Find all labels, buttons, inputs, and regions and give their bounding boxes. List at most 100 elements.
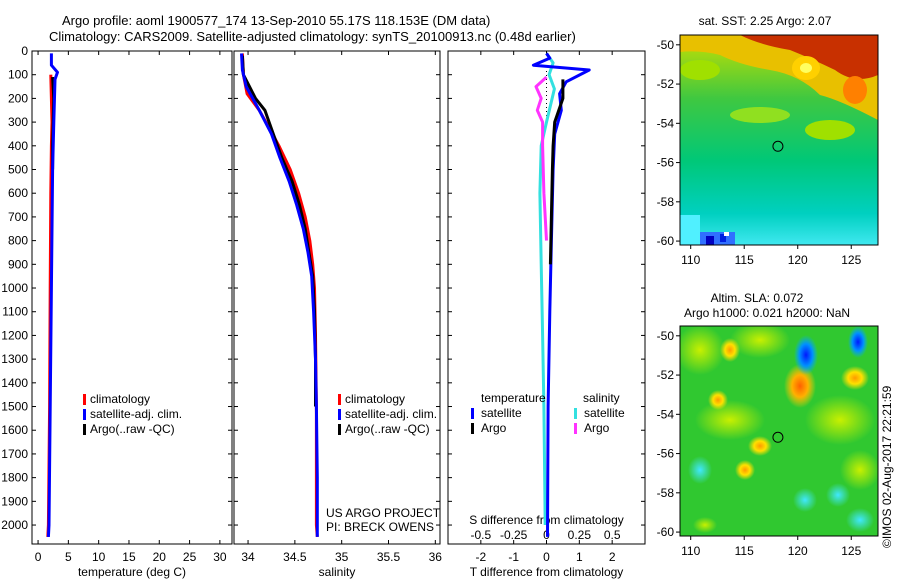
sla-map-image <box>680 326 878 536</box>
y-tick-label: 500 <box>8 163 28 177</box>
diff-legend-swatch <box>471 408 474 419</box>
temperature-profile-legend-swatch <box>83 409 86 420</box>
y-tick-label: 600 <box>8 186 28 200</box>
difference-profile-xtick-label: 1 <box>576 550 583 564</box>
temperature-profile-xlabel: temperature (deg C) <box>78 565 186 579</box>
sst-map-float-marker <box>772 140 784 152</box>
sst-map-ytick-label: -58 <box>657 195 675 209</box>
salinity-profile-legend-swatch <box>338 424 341 435</box>
figure-title-line-1: Argo profile: aoml 1900577_174 13-Sep-20… <box>62 13 491 28</box>
y-tick-label: 1100 <box>2 305 28 319</box>
salinity-profile-legend-label: Argo(..raw -QC) <box>345 422 430 436</box>
temperature-profile-xtick-label: 25 <box>183 550 197 564</box>
diff-legend-label: satellite <box>584 406 625 420</box>
difference-profile-top-xtick-label: 0.5 <box>604 528 621 542</box>
y-tick-label: 1500 <box>1 400 28 414</box>
difference-profile-xlabel: T difference from climatology <box>470 565 624 579</box>
sst-map-xtick-label: 120 <box>788 253 808 267</box>
sst-map-xtick-label: 110 <box>681 253 700 267</box>
sla-map-xtick-label: 120 <box>788 544 808 558</box>
sla-map-ytick-label: -54 <box>657 407 675 421</box>
salinity-profile-xtick-label: 34 <box>241 550 255 564</box>
salinity-profile-legend-swatch <box>338 394 341 405</box>
sst-map-ytick-label: -50 <box>657 38 675 52</box>
salinity-profile-series-climatology <box>240 53 319 538</box>
difference-profile-series-satellite <box>531 52 591 537</box>
diff-legend-label: Argo <box>584 421 610 435</box>
sst-map-title: sat. SST: 2.25 Argo: 2.07 <box>699 14 832 28</box>
salinity-profile-xtick-label: 35 <box>335 550 349 564</box>
temperature-profile-xtick-label: 20 <box>153 550 167 564</box>
y-tick-label: 100 <box>8 68 28 82</box>
y-tick-label: 1800 <box>1 471 28 485</box>
sla-map-float-marker <box>772 431 784 443</box>
temperature-profile-frame <box>31 50 233 545</box>
sla-map-ytick-label: -56 <box>657 447 675 461</box>
difference-profile-top-xtick-label: -0.25 <box>500 528 528 542</box>
y-tick-label: 400 <box>8 139 28 153</box>
sst-map-xtick-label: 115 <box>735 253 754 267</box>
diff-legend-swatch <box>574 408 577 419</box>
temperature-profile-xtick-label: 15 <box>122 550 136 564</box>
y-tick-label: 700 <box>8 210 28 224</box>
sst-map-ytick-label: -60 <box>657 234 675 248</box>
project-credit: US ARGO PROJECT <box>326 506 441 520</box>
salinity-profile-xlabel: salinity <box>319 565 356 579</box>
temperature-profile-xtick-label: 0 <box>35 550 42 564</box>
temperature-profile-series-satellite <box>46 53 59 537</box>
sla-map-ytick-label: -52 <box>657 368 675 382</box>
y-tick-label: 2000 <box>1 518 28 532</box>
difference-profile-series-sal_argo <box>534 75 548 241</box>
sla-map-xtick-label: 110 <box>681 544 700 558</box>
diff-legend-label: Argo <box>481 421 507 435</box>
difference-profile-top-xtick-label: -0.5 <box>470 528 491 542</box>
diff-legend-heading: salinity <box>583 391 620 405</box>
sla-map-xtick-label: 115 <box>735 544 754 558</box>
temperature-profile-legend-swatch <box>83 424 86 435</box>
temperature-profile-legend-label: climatology <box>90 392 150 406</box>
salinity-profile-frame <box>233 50 441 545</box>
sla-map-ytick-label: -50 <box>657 329 675 343</box>
temperature-profile-xtick-label: 10 <box>92 550 106 564</box>
salinity-profile-legend-swatch <box>338 409 341 420</box>
y-tick-label: 1600 <box>1 423 28 437</box>
difference-profile-top-xtick-label: 0.25 <box>568 528 592 542</box>
temperature-profile-xtick-label: 30 <box>213 550 227 564</box>
sst-map-xtick-label: 125 <box>841 253 861 267</box>
salinity-profile-legend-label: climatology <box>345 392 405 406</box>
sla-map-title-1: Altim. SLA: 0.072 <box>711 291 804 305</box>
sst-map-image <box>680 35 878 245</box>
temperature-profile-xtick-label: 5 <box>65 550 72 564</box>
difference-profile-xtick-label: 2 <box>609 550 616 564</box>
sst-map-ytick-label: -52 <box>657 77 675 91</box>
y-tick-label: 200 <box>8 91 28 105</box>
y-tick-label: 1000 <box>1 281 28 295</box>
project-credit: PI: BRECK OWENS <box>326 520 434 534</box>
temperature-profile-legend-swatch <box>83 394 86 405</box>
sla-map-title-2: Argo h1000: 0.021 h2000: NaN <box>684 306 850 320</box>
y-tick-label: 1400 <box>1 376 28 390</box>
temperature-profile-legend-label: satellite-adj. clim. <box>90 407 182 421</box>
salinity-profile-series-satellite <box>240 53 319 537</box>
salinity-profile-legend-label: satellite-adj. clim. <box>345 407 437 421</box>
y-tick-label: 1300 <box>1 352 28 366</box>
difference-profile-xtick-label: -2 <box>475 550 486 564</box>
sst-map-ytick-label: -56 <box>657 156 675 170</box>
y-tick-label: 900 <box>8 257 28 271</box>
salinity-profile-xtick-label: 36 <box>429 550 443 564</box>
diff-legend-swatch <box>471 423 474 434</box>
sla-map-ytick-label: -60 <box>657 525 675 539</box>
y-tick-label: 1200 <box>1 328 28 342</box>
y-tick-label: 800 <box>8 234 28 248</box>
y-tick-label: 1700 <box>1 447 28 461</box>
diff-legend-heading: temperature <box>481 391 546 405</box>
sla-map-xtick-label: 125 <box>841 544 861 558</box>
temperature-profile-legend-label: Argo(..raw -QC) <box>90 422 175 436</box>
diff-legend-swatch <box>574 423 577 434</box>
difference-profile-xtick-label: -1 <box>508 550 519 564</box>
imos-credit: ©IMOS 02-Aug-2017 22:21:59 <box>880 385 894 548</box>
sla-map-ytick-label: -58 <box>657 486 675 500</box>
difference-profile-xtick-label: 0 <box>543 550 550 564</box>
